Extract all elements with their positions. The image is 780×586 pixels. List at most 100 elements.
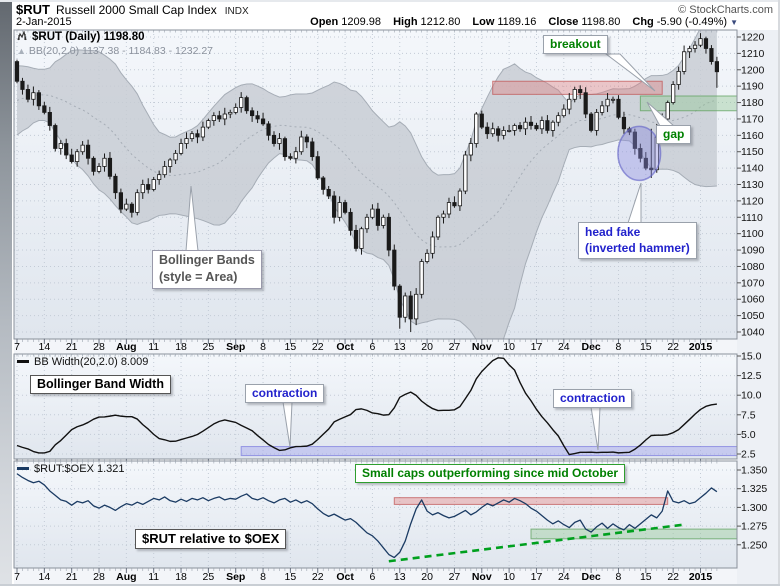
bollinger-style-line2: (style = Area) <box>159 270 238 284</box>
bollinger-label-pointer <box>185 185 199 252</box>
candle-body <box>654 136 659 171</box>
exchange-label: INDX <box>224 6 249 17</box>
x-axis-tick-label: 21 <box>66 341 78 353</box>
bollinger-lower-band <box>16 120 717 339</box>
chart-date: 2-Jan-2015 <box>16 16 72 28</box>
y-axis-tick-label: 1170 <box>741 113 764 125</box>
chg-dropdown-icon[interactable]: ▼ <box>730 18 738 27</box>
main-frame <box>13 29 738 340</box>
candle-body <box>561 108 566 117</box>
candle-body <box>332 195 337 218</box>
head-fake-pointer <box>627 182 642 224</box>
x-axis-tick-label: 6 <box>369 571 375 583</box>
candle-body <box>47 111 52 126</box>
y-axis-tick-label: 1.300 <box>741 502 767 514</box>
ratio-plot-background <box>14 461 737 568</box>
candle-body <box>681 51 687 72</box>
x-axis-tick-label: 8 <box>260 341 266 353</box>
candle-body <box>605 98 610 107</box>
candle-body <box>157 174 162 180</box>
candle-body <box>660 118 665 138</box>
contraction2-pointer <box>590 406 601 451</box>
y-axis-tick-label: 1100 <box>741 228 764 240</box>
candle-body <box>474 113 479 144</box>
candle-body <box>392 249 397 287</box>
candle-body <box>621 116 627 130</box>
candle-body <box>496 128 501 136</box>
y-axis-tick-label: 5.0 <box>741 429 756 441</box>
candle-body <box>430 236 435 254</box>
candle-body <box>381 216 386 226</box>
contraction-zone <box>240 446 737 457</box>
bbw-line-swatch <box>17 359 29 363</box>
x-axis-tick-label: 8 <box>260 571 266 583</box>
candle-body <box>370 208 375 218</box>
ratio-bar-ticks <box>16 461 718 573</box>
x-axis-tick-label: 25 <box>203 341 215 353</box>
x-axis-tick-label: Dec <box>582 341 601 353</box>
x-axis-tick-label: 24 <box>558 341 570 353</box>
bollinger-upper-band <box>16 30 700 176</box>
candle-body <box>589 113 594 131</box>
head-fake-line2: (inverted hammer) <box>585 241 690 255</box>
high-label: High <box>393 16 418 28</box>
open-value: 1209.98 <box>341 16 382 28</box>
bbw-grid <box>14 354 737 459</box>
candle-body <box>260 118 266 125</box>
contraction2-callout: contraction <box>553 389 633 408</box>
candle-body <box>271 134 277 144</box>
candle-body <box>277 138 282 144</box>
candle-body <box>539 120 545 130</box>
candle-body <box>671 84 676 103</box>
candle-body <box>162 166 167 176</box>
ratio-line-swatch <box>17 466 29 470</box>
x-axis-tick-label: 11 <box>148 341 159 353</box>
close-label: Close <box>548 16 579 28</box>
candle-body <box>348 211 353 231</box>
breakout-pointer <box>604 53 656 92</box>
candle-body <box>129 203 134 213</box>
candle-body <box>31 92 36 100</box>
main-legend: $RUT (Daily) 1198.80 <box>17 30 145 43</box>
candle-body <box>310 141 315 158</box>
candle-body <box>25 89 31 100</box>
main-y-axis: 1040 1050 1060 1070 1080 1090 1100 1110 1120 1130… <box>737 32 765 339</box>
candle-body <box>687 48 692 53</box>
x-axis-tick-label: Sep <box>226 571 245 583</box>
candle-body <box>184 138 189 144</box>
candle-body <box>85 144 91 159</box>
chg-value: -5.90 (-0.49%) <box>656 16 728 28</box>
candle-body <box>282 138 288 158</box>
x-axis-strip-bottom <box>14 568 737 584</box>
x-axis-tick-label: 27 <box>449 341 461 353</box>
candle-body <box>714 61 720 73</box>
y-axis-tick-label: 2.5 <box>741 449 756 461</box>
x-axis-tick-label: 6 <box>369 341 375 353</box>
candle-body <box>523 121 528 130</box>
candle-body <box>676 71 681 85</box>
y-axis-tick-label: 1.350 <box>741 465 767 477</box>
candle-body <box>632 131 637 149</box>
x-axis-tick-label: 18 <box>175 341 187 353</box>
chg-label: Chg <box>632 16 654 28</box>
candle-body <box>299 136 304 153</box>
y-axis-tick-label: 1.325 <box>741 483 767 495</box>
bollinger-band-area <box>17 30 717 339</box>
candle-body <box>135 192 140 213</box>
ratio-grid <box>14 461 737 568</box>
candle-body <box>64 143 69 156</box>
x-axis-tick-label: 10 <box>503 341 515 353</box>
x-axis-tick-label: 27 <box>449 571 461 583</box>
x-axis-tick-label: 28 <box>93 571 105 583</box>
y-axis-tick-label: 1.250 <box>741 539 767 551</box>
x-axis-tick-label: 17 <box>531 571 543 583</box>
candle-body <box>386 216 391 251</box>
candle-body <box>501 130 506 136</box>
candle-body <box>463 154 468 192</box>
x-axis-labels: 7 14 21 28 Aug 11 18 25 Sep 8 15 22 Oct 6 13 20 27 Nov 10 1… <box>14 571 712 583</box>
bbw-plot-background <box>14 354 737 459</box>
y-axis-tick-label: 1120 <box>741 195 764 207</box>
bollinger-style-line1: Bollinger Bands <box>159 253 255 267</box>
candle-body <box>599 105 605 113</box>
